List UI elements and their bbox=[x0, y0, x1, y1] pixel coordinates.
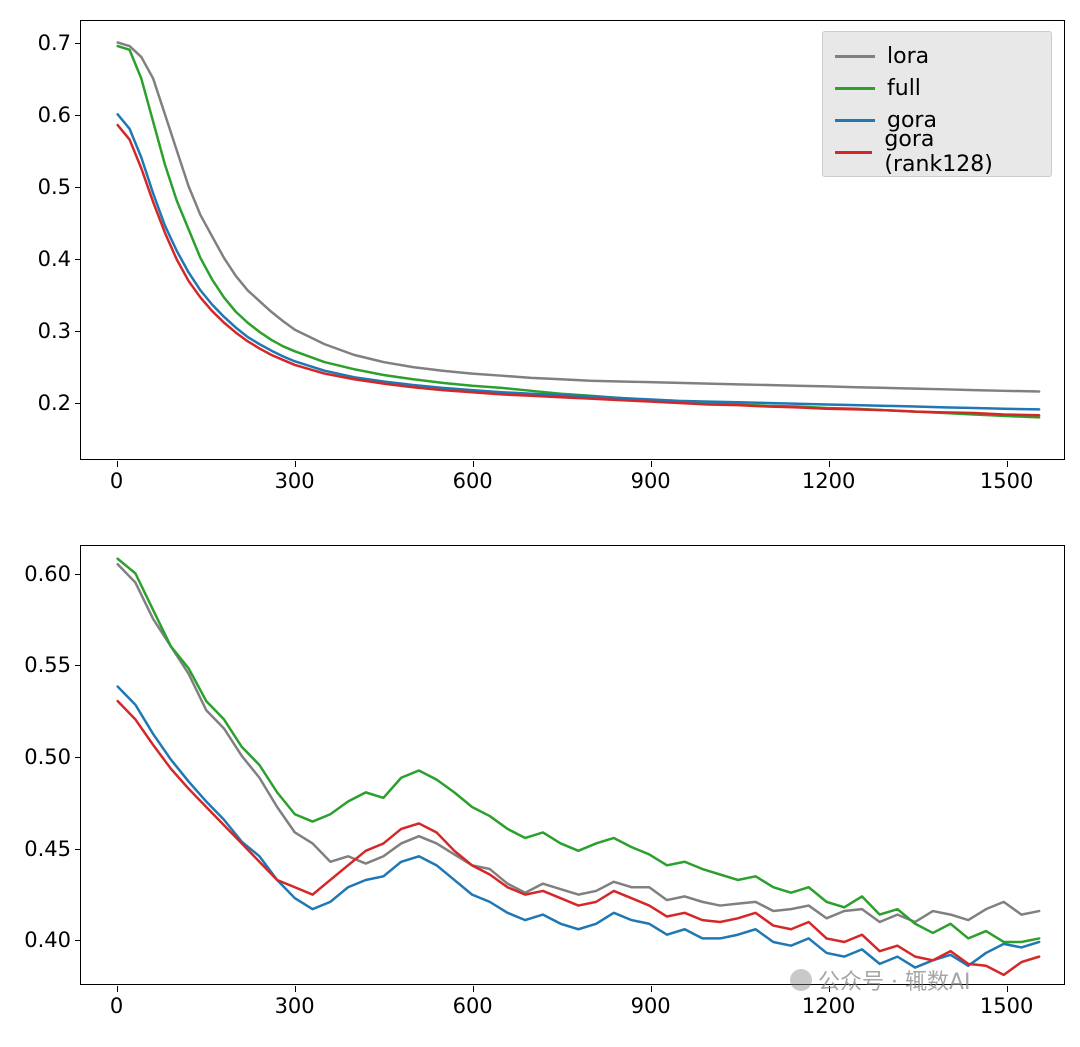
xtick-mark bbox=[473, 461, 474, 467]
ytick-label: 0.5 bbox=[11, 175, 71, 199]
ytick-mark bbox=[75, 115, 81, 116]
legend-swatch bbox=[835, 87, 875, 90]
xtick-mark bbox=[295, 986, 296, 992]
wechat-icon bbox=[790, 969, 812, 991]
watermark-text: 公众号 · 辄数AI bbox=[818, 964, 971, 996]
xtick-mark bbox=[651, 986, 652, 992]
xtick-label: 300 bbox=[275, 469, 315, 493]
ytick-mark bbox=[75, 849, 81, 850]
watermark: 公众号 · 辄数AI bbox=[790, 964, 971, 996]
ytick-mark bbox=[75, 665, 81, 666]
ytick-label: 0.6 bbox=[11, 103, 71, 127]
ytick-mark bbox=[75, 940, 81, 941]
xtick-label: 900 bbox=[631, 469, 671, 493]
ytick-label: 0.4 bbox=[11, 247, 71, 271]
ytick-label: 0.60 bbox=[11, 562, 71, 586]
legend-item-gora_rank128: gora (rank128) bbox=[835, 136, 1039, 168]
ytick-mark bbox=[75, 574, 81, 575]
legend-label: full bbox=[887, 76, 921, 101]
xtick-mark bbox=[829, 461, 830, 467]
legend-swatch bbox=[835, 151, 872, 154]
legend-label: gora (rank128) bbox=[884, 127, 1039, 177]
series-line-lora bbox=[118, 564, 1039, 922]
chart-svg-bottom bbox=[81, 546, 1064, 984]
legend-label: lora bbox=[887, 44, 929, 69]
ytick-label: 0.55 bbox=[11, 653, 71, 677]
xtick-label: 0 bbox=[110, 469, 123, 493]
xtick-label: 1500 bbox=[980, 994, 1033, 1018]
ytick-mark bbox=[75, 403, 81, 404]
ytick-label: 0.7 bbox=[11, 31, 71, 55]
ytick-mark bbox=[75, 259, 81, 260]
xtick-label: 1500 bbox=[980, 469, 1033, 493]
ytick-label: 0.2 bbox=[11, 391, 71, 415]
ytick-mark bbox=[75, 43, 81, 44]
xtick-label: 1200 bbox=[802, 469, 855, 493]
chart-panel-bottom: 0.400.450.500.550.60030060090012001500 bbox=[80, 545, 1065, 985]
legend-item-full: full bbox=[835, 72, 1039, 104]
xtick-mark bbox=[295, 461, 296, 467]
xtick-label: 1200 bbox=[802, 994, 855, 1018]
ytick-label: 0.45 bbox=[11, 837, 71, 861]
legend-item-lora: lora bbox=[835, 40, 1039, 72]
ytick-mark bbox=[75, 331, 81, 332]
xtick-label: 900 bbox=[631, 994, 671, 1018]
legend-swatch bbox=[835, 119, 875, 122]
chart-legend: lorafullgoragora (rank128) bbox=[822, 31, 1052, 177]
xtick-mark bbox=[117, 461, 118, 467]
series-line-full bbox=[118, 559, 1039, 942]
xtick-label: 300 bbox=[275, 994, 315, 1018]
xtick-mark bbox=[1007, 461, 1008, 467]
ytick-label: 0.40 bbox=[11, 928, 71, 952]
ytick-mark bbox=[75, 187, 81, 188]
series-line-gora_rank128 bbox=[118, 701, 1039, 975]
chart-panel-top: lorafullgoragora (rank128) 0.20.30.40.50… bbox=[80, 20, 1065, 460]
xtick-mark bbox=[1007, 986, 1008, 992]
xtick-mark bbox=[473, 986, 474, 992]
ytick-mark bbox=[75, 757, 81, 758]
xtick-mark bbox=[117, 986, 118, 992]
xtick-label: 600 bbox=[453, 469, 493, 493]
xtick-label: 0 bbox=[110, 994, 123, 1018]
ytick-label: 0.3 bbox=[11, 319, 71, 343]
xtick-mark bbox=[651, 461, 652, 467]
series-line-gora bbox=[118, 687, 1039, 968]
xtick-label: 600 bbox=[453, 994, 493, 1018]
legend-swatch bbox=[835, 55, 875, 58]
ytick-label: 0.50 bbox=[11, 745, 71, 769]
